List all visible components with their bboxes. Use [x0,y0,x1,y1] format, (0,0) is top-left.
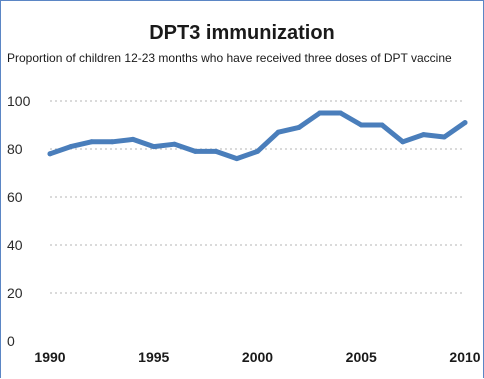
data-point [317,110,323,116]
y-tick-label: 20 [7,285,23,301]
chart-subtitle: Proportion of children 12-23 months who … [7,51,452,65]
y-tick-label: 60 [7,189,23,205]
data-point [255,148,260,154]
data-point [358,122,364,128]
data-point [421,132,426,138]
data-point [192,148,198,154]
data-point [441,134,447,140]
gridlines [50,100,465,294]
x-tick-label: 1990 [34,349,65,365]
y-axis-ticks: 0 20 40 60 80 100 [7,93,31,349]
data-point [379,122,385,128]
data-point [47,151,53,157]
data-point [234,156,240,162]
x-tick-label: 2000 [242,349,273,365]
data-point [275,129,281,135]
series-layer [47,110,468,162]
chart-title: DPT3 immunization [149,22,335,44]
data-point [462,120,468,126]
data-point [68,144,74,150]
x-tick-label: 2005 [346,349,377,365]
y-tick-label: 80 [7,141,23,157]
x-tick-label: 2010 [449,349,480,365]
data-point [172,141,177,147]
data-point [130,136,136,142]
data-point [213,148,219,154]
y-tick-label: 0 [7,333,15,349]
data-point [151,144,157,150]
data-point [109,139,115,145]
data-point [296,124,302,130]
y-tick-label: 100 [7,93,31,109]
data-point [338,110,343,116]
data-point [400,139,406,145]
y-tick-label: 40 [7,237,23,253]
data-point [89,139,94,145]
x-axis-ticks: 1990 1995 2000 2005 2010 [34,349,480,365]
x-tick-label: 1995 [138,349,169,365]
